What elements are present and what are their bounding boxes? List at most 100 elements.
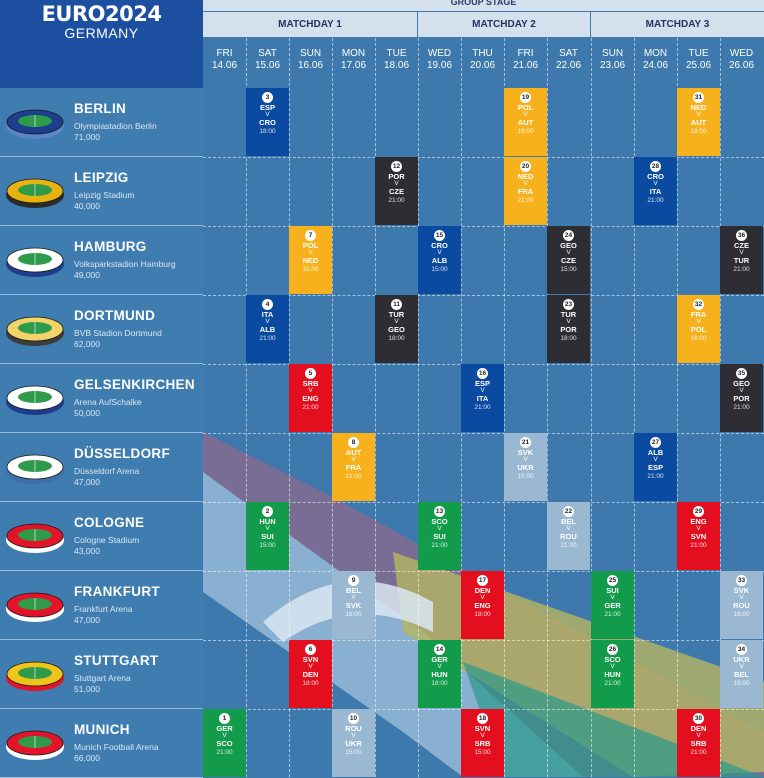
match-number: 18 (477, 713, 488, 724)
home-team: CZE (734, 241, 749, 250)
home-team: ESP (474, 379, 490, 388)
match-card[interactable]: 15 CRO V ALB 15:00 (418, 226, 461, 294)
home-team: GER (216, 724, 233, 733)
kickoff-time: 21:00 (647, 197, 664, 204)
match-card[interactable]: 6 SVN V DEN 18:00 (289, 640, 332, 708)
day-header: SUN 23.06 (591, 38, 634, 88)
kickoff-time: 18:00 (560, 335, 577, 342)
home-team: UKR (733, 655, 750, 664)
versus-label: V (739, 249, 744, 256)
venue-row: GELSENKIRCHEN Arena AufSchalke 50,000 (0, 364, 203, 433)
match-card[interactable]: 27 ALB V ESP 21:00 (634, 433, 677, 501)
match-card[interactable]: 28 CRO V ITA 21:00 (634, 157, 677, 225)
venue-capacity: 49,000 (74, 270, 100, 280)
kickoff-time: 21:00 (517, 197, 534, 204)
home-team: ALB (647, 448, 664, 457)
venue-city: STUTTGART (74, 653, 159, 668)
match-card[interactable]: 2 HUN V SUI 15:00 (246, 502, 289, 570)
match-card[interactable]: 25 SUI V GER 21:00 (591, 571, 634, 639)
home-team: NED (517, 172, 534, 181)
away-team: SRB (474, 739, 491, 748)
match-card[interactable]: 7 POL V NED 15:00 (289, 226, 332, 294)
match-card[interactable]: 4 ITA V ALB 21:00 (246, 295, 289, 363)
grid-hline (203, 226, 764, 227)
match-number: 25 (607, 575, 618, 586)
stadium-icon (4, 171, 66, 211)
match-number: 34 (736, 644, 747, 655)
match-card[interactable]: 20 NED V FRA 21:00 (504, 157, 547, 225)
home-team: SUI (606, 586, 619, 595)
kickoff-time: 18:00 (733, 680, 750, 687)
home-team: ESP (259, 103, 275, 112)
match-card[interactable]: 14 GER V HUN 18:00 (418, 640, 461, 708)
home-team: AUT (345, 448, 362, 457)
match-card[interactable]: 26 SCO V HUN 21:00 (591, 640, 634, 708)
away-team: SUI (261, 532, 274, 541)
away-team: ITA (476, 394, 489, 403)
match-card[interactable]: 5 SRB V ENG 21:00 (289, 364, 332, 432)
match-card[interactable]: 18 SVN V SRB 15:00 (461, 709, 504, 777)
venue-row: DÜSSELDORF Düsseldorf Arena 47,000 (0, 433, 203, 502)
match-card[interactable]: 19 POL V AUT 18:00 (504, 88, 547, 156)
match-card[interactable]: 10 ROU V UKR 15:00 (332, 709, 375, 777)
versus-label: V (480, 594, 485, 601)
kickoff-time: 21:00 (604, 611, 621, 618)
day-name: WED (729, 48, 754, 59)
kickoff-time: 15:00 (302, 266, 319, 273)
match-card[interactable]: 1 GER V SCO 21:00 (203, 709, 246, 777)
venue-city: BERLIN (74, 101, 127, 116)
versus-label: V (523, 180, 528, 187)
match-card[interactable]: 21 SVK V UKR 15:00 (504, 433, 547, 501)
versus-label: V (739, 663, 744, 670)
match-number: 19 (520, 92, 531, 103)
grid-vline (634, 38, 635, 777)
match-number: 9 (348, 575, 359, 586)
day-date: 17.06 (340, 60, 367, 71)
versus-label: V (566, 249, 571, 256)
venue-stadium: Volksparkstadion Hamburg (74, 259, 176, 269)
kickoff-time: 18:00 (259, 128, 276, 135)
match-card[interactable]: 23 TUR V POR 18:00 (547, 295, 590, 363)
day-header: FRI 21.06 (504, 38, 547, 88)
match-card[interactable]: 9 BEL V SVK 18:00 (332, 571, 375, 639)
match-card[interactable]: 32 FRA V POL 18:00 (677, 295, 720, 363)
venue-capacity: 51,000 (74, 684, 100, 694)
kickoff-time: 15:00 (474, 749, 491, 756)
match-card[interactable]: 33 SVK V ROU 18:00 (720, 571, 763, 639)
kickoff-time: 15:00 (560, 266, 577, 273)
match-card[interactable]: 11 TUR V GEO 18:00 (375, 295, 418, 363)
day-name: FRI (517, 48, 534, 59)
versus-label: V (265, 318, 270, 325)
versus-label: V (610, 663, 615, 670)
match-card[interactable]: 22 BEL V ROU 21:00 (547, 502, 590, 570)
match-card[interactable]: 35 GEO V POR 21:00 (720, 364, 763, 432)
match-card[interactable]: 30 DEN V SRB 21:00 (677, 709, 720, 777)
match-card[interactable]: 12 POR V CZE 21:00 (375, 157, 418, 225)
venue-capacity: 71,000 (74, 132, 100, 142)
home-team: DEN (474, 586, 491, 595)
match-card[interactable]: 36 CZE V TUR 21:00 (720, 226, 763, 294)
match-card[interactable]: 16 ESP V ITA 21:00 (461, 364, 504, 432)
match-card[interactable]: 24 GEO V CZE 15:00 (547, 226, 590, 294)
away-team: GEO (388, 325, 405, 334)
away-team: NED (302, 256, 319, 265)
match-number: 4 (262, 299, 273, 310)
away-team: UKR (345, 739, 362, 748)
venue-city: DÜSSELDORF (74, 446, 171, 461)
match-card[interactable]: 31 NED V AUT 18:00 (677, 88, 720, 156)
match-card[interactable]: 17 DEN V ENG 18:00 (461, 571, 504, 639)
home-team: TUR (388, 310, 405, 319)
match-card[interactable]: 3 ESP V CRO 18:00 (246, 88, 289, 156)
venue-row: BERLIN Olympiastadion Berlin 71,000 (0, 88, 203, 157)
venue-row: FRANKFURT Frankfurt Arena 47,000 (0, 571, 203, 640)
grid-hline (203, 502, 764, 503)
match-card[interactable]: 34 UKR V BEL 18:00 (720, 640, 763, 708)
away-team: BEL (734, 670, 749, 679)
venue-stadium: Frankfurt Arena (74, 604, 133, 614)
match-card[interactable]: 13 SCO V SUI 21:00 (418, 502, 461, 570)
versus-label: V (739, 387, 744, 394)
match-card[interactable]: 29 ENG V SVN 21:00 (677, 502, 720, 570)
versus-label: V (739, 594, 744, 601)
match-card[interactable]: 8 AUT V FRA 21:00 (332, 433, 375, 501)
away-team: ENG (474, 601, 491, 610)
